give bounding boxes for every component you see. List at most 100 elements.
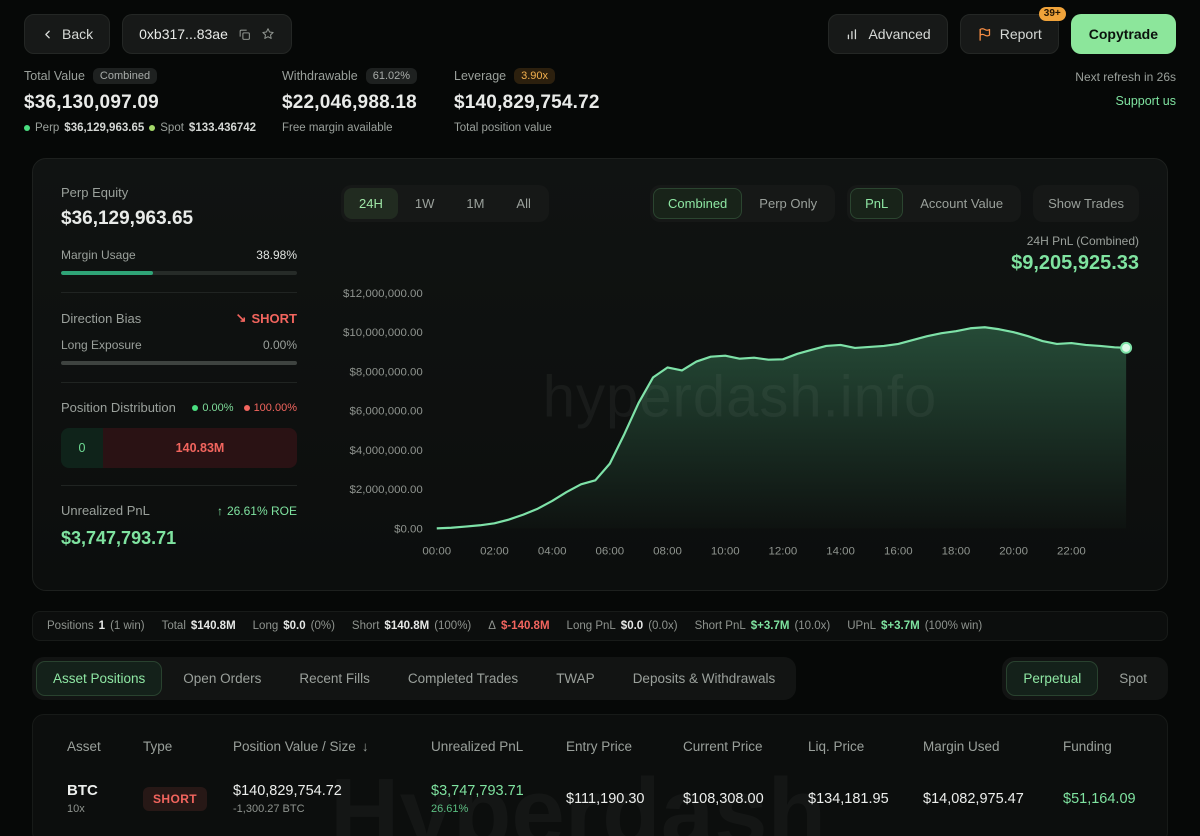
svg-text:18:00: 18:00 <box>942 545 971 557</box>
svg-text:$10,000,000.00: $10,000,000.00 <box>343 327 423 339</box>
tab-twap[interactable]: TWAP <box>539 661 612 696</box>
chevron-left-icon <box>41 28 54 41</box>
chart-panel: 24H 1W 1M All Combined Perp Only PnL Acc… <box>341 185 1139 576</box>
unrealized-roe: 26.61% <box>431 802 469 815</box>
view-tab-pnl[interactable]: PnL <box>850 188 904 219</box>
tab-asset-positions[interactable]: Asset Positions <box>36 661 163 697</box>
leverage-value: $140,829,754.72 <box>454 92 600 113</box>
col-asset: Asset <box>67 739 101 755</box>
leverage-label: Leverage <box>454 69 507 83</box>
report-button[interactable]: Report 39+ <box>959 7 1066 54</box>
col-type: Type <box>143 739 173 755</box>
svg-text:08:00: 08:00 <box>653 545 682 557</box>
distribution-long-segment: 0 <box>61 428 103 468</box>
star-icon[interactable] <box>261 27 275 41</box>
pnl-period-value: $9,205,925.33 <box>1011 252 1139 274</box>
topbar: Back 0xb317...83ae Advanced <box>0 0 1200 62</box>
svg-text:20:00: 20:00 <box>999 545 1028 557</box>
tab-deposits-withdrawals[interactable]: Deposits & Withdrawals <box>616 661 793 696</box>
long-exposure-label: Long Exposure <box>61 338 142 352</box>
seg-extra: (0.0x) <box>648 620 678 633</box>
copytrade-button[interactable]: Copytrade <box>1070 14 1176 54</box>
col-position-value[interactable]: Position Value / Size ↓ <box>233 739 431 754</box>
leverage-badge: 3.90x <box>514 68 556 84</box>
range-tab-24h[interactable]: 24H <box>344 188 398 219</box>
equity-panel: Perp Equity $36,129,963.65 Margin Usage … <box>61 185 297 576</box>
tab-recent-fills[interactable]: Recent Fills <box>282 661 387 696</box>
cell-funding: $51,164.09 <box>1063 790 1136 807</box>
seg-label: Long PnL <box>566 620 616 633</box>
total-value-label: Total Value <box>24 69 85 83</box>
report-label: Report <box>999 26 1042 42</box>
seg-extra: (1 win) <box>110 620 145 633</box>
direction-bias-text: SHORT <box>251 310 298 326</box>
cell-entry-price: $111,190.30 <box>566 790 645 807</box>
perp-dot-icon <box>24 125 30 131</box>
range-tab-1m[interactable]: 1M <box>451 188 499 219</box>
range-tab-1w[interactable]: 1W <box>400 188 450 219</box>
table-row[interactable]: BTC 10x SHORT $140,829,754.72 -1,300.27 … <box>33 768 1167 815</box>
direction-bias-value: ↘ SHORT <box>236 310 297 326</box>
asset-symbol: BTC <box>67 782 98 800</box>
col-liq-price: Liq. Price <box>808 739 865 755</box>
positions-summary-strip: Positions 1 (1 win) Total $140.8M Long $… <box>32 611 1168 642</box>
pnl-chart-area: hyperdash.info $0.00$2,000,000.00$4,000,… <box>341 277 1139 576</box>
tab-spot[interactable]: Spot <box>1102 661 1164 696</box>
long-dot-icon <box>192 404 199 411</box>
positions-table: Asset Type Position Value / Size ↓ Unrea… <box>32 714 1168 836</box>
seg-value: 1 <box>98 620 106 633</box>
position-distribution-bar: 0 140.83M <box>61 428 297 468</box>
time-range-tabs: 24H 1W 1M All <box>341 185 549 222</box>
refresh-block: Next refresh in 26s Support us <box>1075 68 1176 108</box>
seg-value: $+3.7M <box>750 620 790 633</box>
cell-asset: BTC 10x <box>67 782 143 815</box>
advanced-button[interactable]: Advanced <box>828 14 948 54</box>
cell-current-price: $108,308.00 <box>683 790 764 807</box>
tab-perpetual[interactable]: Perpetual <box>1006 661 1099 697</box>
seg-value: $0.0 <box>620 620 644 633</box>
direction-bias-label: Direction Bias <box>61 310 142 326</box>
tab-open-orders[interactable]: Open Orders <box>166 661 278 696</box>
margin-usage-bar <box>61 271 297 275</box>
equity-chart-card: Perp Equity $36,129,963.65 Margin Usage … <box>32 158 1168 592</box>
svg-text:04:00: 04:00 <box>538 545 567 557</box>
svg-text:12:00: 12:00 <box>769 545 798 557</box>
spot-label: Spot <box>160 122 184 134</box>
total-value-block: Total Value Combined $36,130,097.09 Perp… <box>24 68 282 134</box>
view-tabs: PnL Account Value <box>847 185 1022 222</box>
show-trades-button[interactable]: Show Trades <box>1033 185 1139 222</box>
seg-label: Δ <box>488 620 496 633</box>
svg-text:10:00: 10:00 <box>711 545 740 557</box>
withdrawable-block: Withdrawable 61.02% $22,046,988.18 Free … <box>282 68 454 134</box>
back-button[interactable]: Back <box>24 14 111 54</box>
address-chip[interactable]: 0xb317...83ae <box>122 14 292 54</box>
seg-label: Total <box>161 620 186 633</box>
mode-tabs: Combined Perp Only <box>650 185 836 222</box>
support-us-link[interactable]: Support us <box>1115 94 1176 108</box>
copy-icon[interactable] <box>238 28 251 41</box>
seg-extra: (0%) <box>310 620 335 633</box>
perp-equity-label: Perp Equity <box>61 185 129 200</box>
cell-margin-used: $14,082,975.47 <box>923 790 1024 807</box>
summary-upnl: UPnL $+3.7M (100% win) <box>847 620 982 632</box>
summary-short: Short $140.8M (100%) <box>352 620 471 632</box>
view-tab-account-value[interactable]: Account Value <box>905 188 1018 219</box>
seg-label: Short PnL <box>694 620 746 633</box>
arrow-up-icon: ↑ <box>216 503 223 518</box>
pnl-chart[interactable]: $0.00 $2,000,000.00 $4,000,000.00 $6,000,00… <box>341 277 1139 576</box>
range-tab-all[interactable]: All <box>501 188 545 219</box>
col-funding: Funding <box>1063 739 1112 755</box>
seg-value: $0.0 <box>283 620 306 633</box>
leverage-block: Leverage 3.90x $140,829,754.72 Total pos… <box>454 68 600 134</box>
margin-usage-label: Margin Usage <box>61 248 136 262</box>
seg-label: UPnL <box>847 620 877 633</box>
perp-value: $36,129,963.65 <box>64 122 145 134</box>
tab-completed-trades[interactable]: Completed Trades <box>391 661 535 696</box>
svg-text:$6,000,000.00: $6,000,000.00 <box>349 406 422 418</box>
distribution-short-pct: 100.00% <box>253 401 297 414</box>
seg-value: $140.8M <box>190 620 236 633</box>
mode-tab-combined[interactable]: Combined <box>653 188 743 219</box>
wallet-address: 0xb317...83ae <box>139 26 228 42</box>
pnl-header: 24H PnL (Combined) $9,205,925.33 <box>341 234 1139 275</box>
mode-tab-perp-only[interactable]: Perp Only <box>744 188 832 219</box>
